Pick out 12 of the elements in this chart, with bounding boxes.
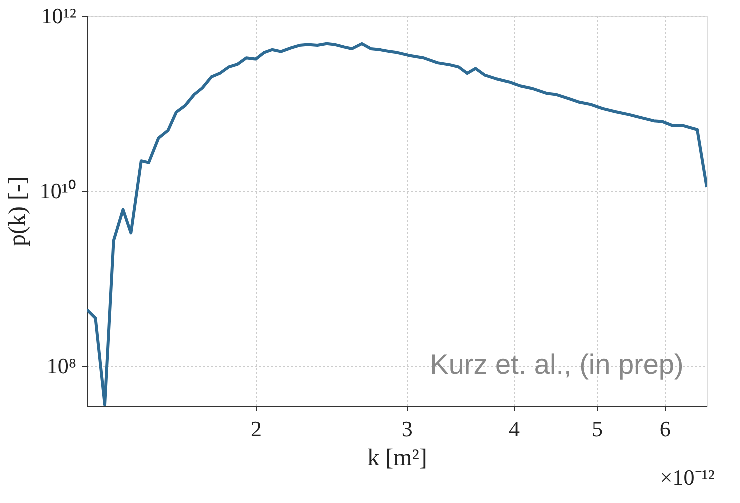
y-tick-label: 10¹² (41, 4, 77, 28)
y-tick-label: 10¹⁰ (40, 178, 76, 204)
text: ×10⁻¹² (660, 465, 716, 490)
annotation: Kurz et. al., (in prep) (430, 349, 684, 380)
x-tick-label: 3 (402, 416, 413, 442)
x-tick-label: 4 (508, 416, 520, 442)
x-tick-label: 2 (250, 416, 262, 442)
x-tick-label: 6 (660, 416, 671, 442)
y-tick-label: 10⁸ (46, 354, 76, 379)
x-axis-title: k [m²] (368, 446, 428, 472)
x-tick-label: 5 (592, 416, 603, 442)
y-axis-title: p(k) [-] (4, 176, 31, 246)
